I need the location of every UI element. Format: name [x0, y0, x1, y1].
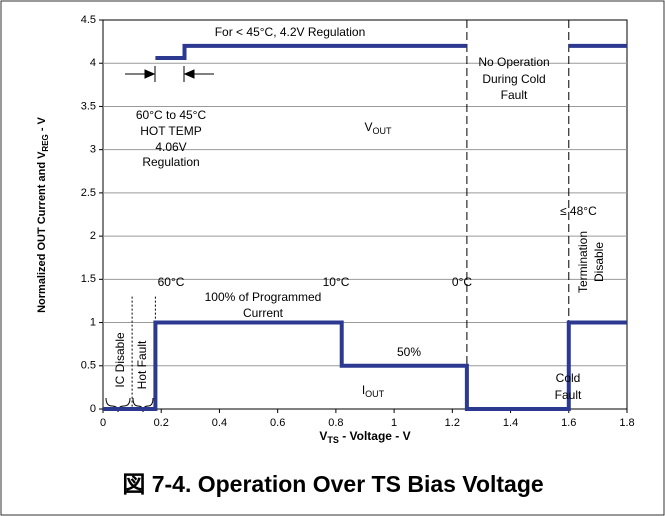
caption: 図 7-4. Operation Over TS Bias Voltage — [122, 471, 543, 497]
annotation-sub: OUT — [373, 126, 393, 136]
y-tick-label: 2 — [90, 230, 96, 242]
annotation: 4.06V — [155, 140, 186, 154]
y-tick-label: 0 — [90, 403, 96, 415]
braces — [105, 397, 154, 413]
annotation-main: V — [364, 120, 372, 134]
x-tick-label: 0.6 — [270, 417, 285, 429]
annotation: HOT TEMP — [140, 124, 202, 138]
series-line — [155, 43, 627, 61]
x-label-tail: - Voltage - V — [339, 429, 411, 443]
y-tick-label: 1.5 — [81, 273, 96, 285]
annotation: Termination — [576, 231, 590, 293]
annotation: Fault — [555, 388, 582, 402]
y-tick-label: 1 — [90, 316, 96, 328]
series-line — [103, 320, 627, 411]
annotation: Disable — [592, 242, 606, 282]
x-tick-label: 1 — [391, 417, 397, 429]
annotation: 50% — [397, 345, 421, 359]
annotation: 10°C — [323, 275, 350, 289]
annotation: During Cold — [482, 72, 545, 86]
x-tick-label: 1.6 — [561, 417, 576, 429]
annotation: 0°C — [452, 275, 472, 289]
annotation: ≤ 48°C — [560, 204, 597, 218]
annotation: 60°C to 45°C — [136, 108, 207, 122]
annotation-sub: OUT — [365, 389, 385, 399]
annotation-main: I — [362, 383, 365, 397]
x-tick-label: 1.8 — [619, 417, 634, 429]
annotation: Cold — [556, 371, 581, 385]
plot-area — [102, 19, 628, 410]
x-tick-label: 1.2 — [445, 417, 460, 429]
annotation: No Operation — [478, 55, 549, 69]
y-tick-label: 4 — [90, 57, 96, 69]
annotation: Regulation — [142, 155, 199, 169]
annotation: Fault — [501, 88, 528, 102]
y-axis-label: Normalized OUT Current and VREG - V — [36, 116, 50, 312]
annotation: 100% of Programmed — [205, 290, 322, 304]
annotation: IC Disable — [113, 332, 127, 388]
arrows — [125, 66, 214, 82]
y-tick-label: 2.5 — [81, 187, 96, 199]
annotation: VOUT — [364, 120, 392, 136]
x-tick-label: 0.4 — [212, 417, 227, 429]
x-tick-label: 0.2 — [154, 417, 169, 429]
y-label-main: Normalized OUT Current and V — [36, 151, 48, 313]
x-tick-label: 1.4 — [503, 417, 518, 429]
y-tick-label: 3 — [90, 144, 96, 156]
x-tick-label: 0 — [100, 417, 106, 429]
annotation: For < 45°C, 4.2V Regulation — [215, 25, 366, 39]
y-label-sub: REG — [41, 134, 50, 151]
x-label-main: V — [319, 429, 327, 443]
y-tick-label: 4.5 — [81, 14, 96, 26]
y-tick-label: 3.5 — [81, 100, 96, 112]
y-tick-label: 0.5 — [81, 360, 96, 372]
annotation: IOUT — [362, 383, 385, 399]
y-label-tail: - V — [36, 116, 48, 134]
annotation: 60°C — [158, 275, 185, 289]
annotation: Hot Fault — [135, 340, 149, 389]
x-tick-label: 0.8 — [328, 417, 343, 429]
annotation: Current — [243, 306, 284, 320]
x-axis-label: VTS - Voltage - V — [319, 429, 410, 445]
x-label-sub: TS — [327, 435, 339, 445]
